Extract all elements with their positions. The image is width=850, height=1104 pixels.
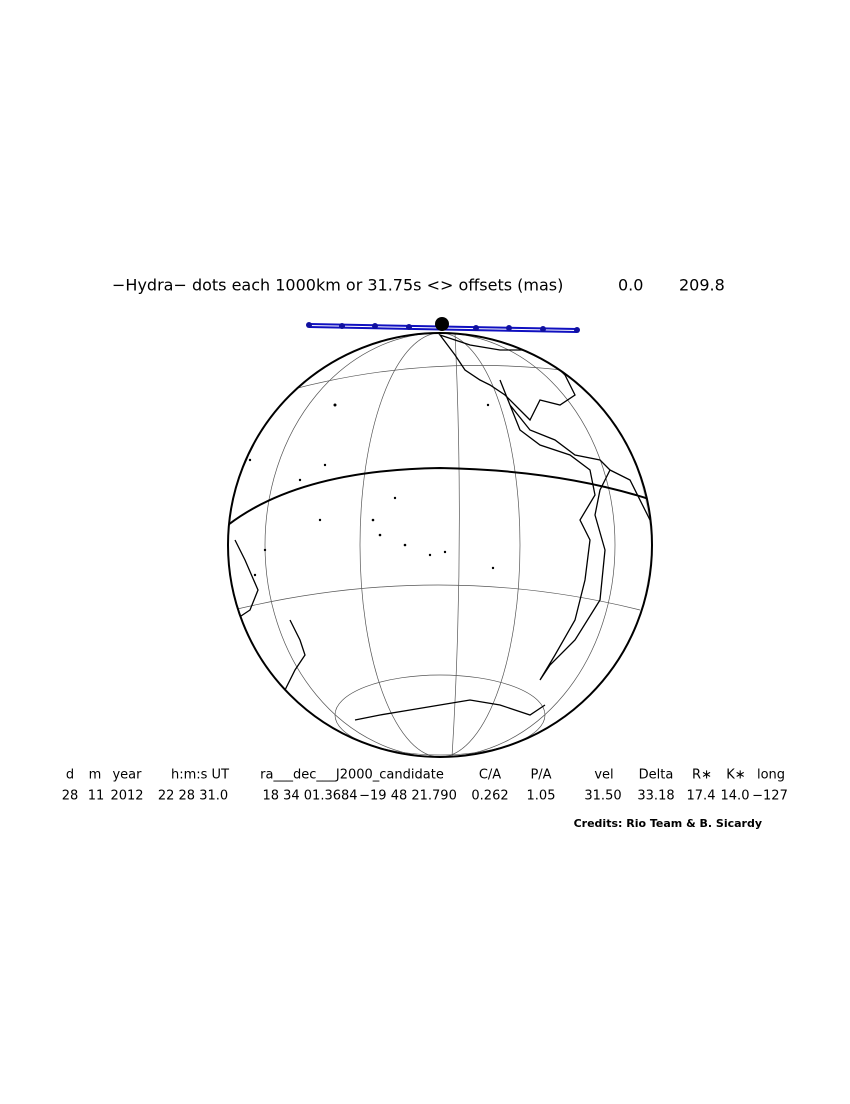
table-header: h:m:s UT xyxy=(171,768,229,783)
table-header: m xyxy=(89,768,102,783)
occultation-track xyxy=(306,317,580,333)
coastlines xyxy=(234,333,651,721)
table-value: 18 34 01.3684 xyxy=(262,789,357,804)
table-header: long xyxy=(757,768,785,783)
table-header: K∗ xyxy=(726,768,745,783)
table-value: 1.05 xyxy=(527,789,556,804)
table-value: 33.18 xyxy=(637,789,674,804)
table-value: 22 28 31.0 xyxy=(158,789,228,804)
offset-x: 0.0 xyxy=(618,276,643,295)
table-header: R∗ xyxy=(692,768,712,783)
table-header: d xyxy=(66,768,74,783)
table-value: 31.50 xyxy=(584,789,621,804)
table-value: 0.262 xyxy=(471,789,508,804)
offset-y: 209.8 xyxy=(679,276,725,295)
table-value: 2012 xyxy=(110,789,143,804)
table-header: year xyxy=(112,768,142,783)
credits: Credits: Rio Team & B. Sicardy xyxy=(574,817,762,830)
table-value: −127 xyxy=(752,789,788,804)
table-header: C/A xyxy=(479,768,501,783)
table-value: 11 xyxy=(88,789,105,804)
islands xyxy=(248,403,495,577)
globe-limb xyxy=(227,332,653,758)
table-header: Delta xyxy=(639,768,674,783)
graticule xyxy=(232,333,641,757)
equator xyxy=(228,466,652,526)
table-value: −19 48 21.790 xyxy=(359,789,457,804)
table-value: 17.4 xyxy=(687,789,716,804)
table-header: P/A xyxy=(530,768,551,783)
closest-approach xyxy=(435,317,449,331)
table-header: ra___dec___J2000_candidate xyxy=(260,768,444,783)
track-dots xyxy=(306,322,580,333)
table-value: 28 xyxy=(62,789,79,804)
table-header: vel xyxy=(594,768,613,783)
table-value: 14.0 xyxy=(721,789,750,804)
event-table: d m year h:m:s UT ra___dec___J2000_candidate… xyxy=(62,768,788,804)
title: −Hydra− dots each 1000km or 31.75s <> of… xyxy=(112,276,563,295)
